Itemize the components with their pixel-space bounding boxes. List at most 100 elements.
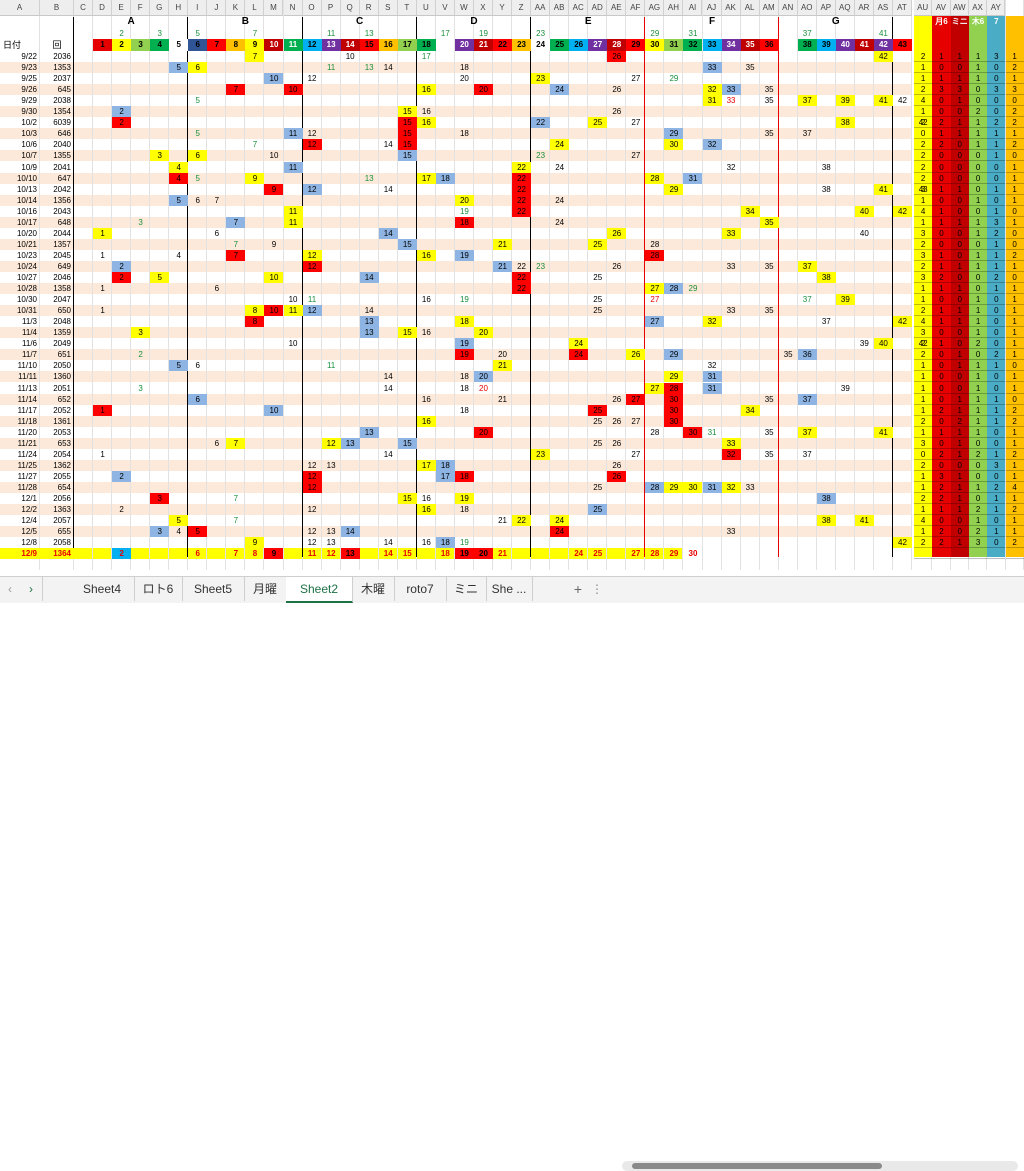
summary-cell[interactable]: 2 <box>1005 250 1024 261</box>
number-cell[interactable]: 11 <box>307 549 317 559</box>
number-cell[interactable]: 2 <box>138 350 143 360</box>
summary-cell[interactable]: 1 <box>950 316 969 328</box>
number-cell[interactable]: 33 <box>726 306 736 316</box>
date-cell[interactable]: 10/28 <box>16 284 37 294</box>
number-cell[interactable]: 27 <box>645 382 665 394</box>
number-cell[interactable]: 27 <box>631 74 641 84</box>
summary-cell[interactable]: 1 <box>932 427 951 438</box>
summary-cell[interactable]: 0 <box>914 449 933 460</box>
sheet-tab[interactable]: ミニ <box>446 577 487 601</box>
round-cell[interactable]: 1360 <box>53 372 71 382</box>
summary-cell[interactable]: 0 <box>932 360 951 372</box>
summary-cell[interactable]: 0 <box>932 62 951 74</box>
number-cell[interactable]: 6 <box>188 62 208 74</box>
number-cell[interactable]: 14 <box>383 538 393 548</box>
number-cell[interactable]: 7 <box>226 216 246 228</box>
number-cell[interactable]: 7 <box>226 249 246 261</box>
summary-cell[interactable]: 1 <box>1005 217 1024 228</box>
summary-cell[interactable]: 1 <box>950 471 969 482</box>
summary-cell[interactable]: 0 <box>987 338 1006 350</box>
number-cell[interactable]: 12 <box>307 527 317 537</box>
number-cell[interactable]: 8 <box>252 549 258 559</box>
number-cell[interactable]: 2 <box>112 106 132 118</box>
date-cell[interactable]: 11/14 <box>17 394 37 404</box>
number-cell[interactable]: 26 <box>607 51 627 63</box>
number-cell[interactable]: 18 <box>459 505 469 515</box>
column-header-av[interactable]: AV <box>932 0 951 16</box>
sheet-tab[interactable]: Sheet4 <box>70 577 135 601</box>
number-cell[interactable]: 3 <box>138 383 143 393</box>
date-cell[interactable]: 10/16 <box>16 206 37 216</box>
number-cell[interactable]: 16 <box>416 415 436 427</box>
number-cell[interactable]: 7 <box>233 549 239 559</box>
number-cell[interactable]: 30 <box>683 481 703 493</box>
date-cell[interactable]: 10/2 <box>21 118 37 128</box>
round-cell[interactable]: 1364 <box>40 548 74 560</box>
number-cell[interactable]: 28 <box>650 549 660 559</box>
number-cell[interactable]: 35 <box>759 216 779 228</box>
number-cell[interactable]: 33 <box>745 482 755 492</box>
number-cell[interactable]: 37 <box>802 449 812 459</box>
number-cell[interactable]: 23 <box>531 73 551 85</box>
number-cell[interactable]: 18 <box>454 216 474 228</box>
number-cell[interactable]: 8 <box>245 316 265 328</box>
summary-cell[interactable]: 1 <box>1005 294 1024 306</box>
summary-cell[interactable]: 1 <box>987 261 1006 272</box>
date-cell[interactable]: 10/10 <box>16 173 37 183</box>
number-cell[interactable]: 12 <box>307 460 317 470</box>
summary-cell[interactable]: 2 <box>932 405 951 416</box>
summary-cell[interactable]: 0 <box>932 416 951 427</box>
column-header-g[interactable]: G <box>150 0 170 16</box>
round-cell[interactable]: 2056 <box>53 494 71 503</box>
number-cell[interactable]: 6 <box>188 393 208 405</box>
summary-cell[interactable]: 0 <box>950 162 969 173</box>
number-cell[interactable]: 14 <box>383 184 393 194</box>
summary-cell[interactable]: 1 <box>950 184 969 195</box>
sheet-tab[interactable]: Sheet2 <box>286 577 353 603</box>
number-cell[interactable]: 17 <box>435 470 455 482</box>
number-cell[interactable]: 22 <box>512 161 532 173</box>
summary-cell[interactable]: 2 <box>932 493 951 505</box>
round-cell[interactable]: 6039 <box>53 118 71 128</box>
summary-cell[interactable]: 0 <box>968 173 988 184</box>
summary-cell[interactable]: 1 <box>968 360 988 372</box>
number-cell[interactable]: 15 <box>397 128 417 140</box>
number-cell[interactable]: 25 <box>593 416 603 426</box>
round-cell[interactable]: 648 <box>57 217 71 227</box>
summary-cell[interactable]: 2 <box>1005 139 1024 151</box>
number-cell[interactable]: 37 <box>797 393 817 405</box>
round-cell[interactable]: 647 <box>57 173 71 183</box>
sheet-tab[interactable]: She ... <box>486 577 533 601</box>
date-cell[interactable]: 11/3 <box>22 317 37 327</box>
number-cell[interactable]: 31 <box>702 382 722 394</box>
number-cell[interactable]: 20 <box>473 548 493 560</box>
number-cell[interactable]: 3 <box>150 526 170 538</box>
number-cell[interactable]: 1 <box>100 284 105 294</box>
summary-cell[interactable]: 1 <box>968 405 988 416</box>
sheet-tab[interactable]: roto7 <box>394 577 447 601</box>
summary-cell[interactable]: 2 <box>932 526 951 538</box>
summary-cell[interactable]: 0 <box>987 62 1006 74</box>
summary-cell[interactable]: 1 <box>914 482 933 493</box>
summary-cell[interactable]: 1 <box>950 405 969 416</box>
summary-cell[interactable]: 1 <box>950 394 969 405</box>
number-cell[interactable]: 13 <box>326 460 336 470</box>
summary-cell[interactable]: 0 <box>1005 239 1024 250</box>
summary-cell[interactable]: 1 <box>1005 349 1024 361</box>
date-cell[interactable]: 10/17 <box>16 217 37 227</box>
number-cell[interactable]: 14 <box>364 306 374 316</box>
summary-cell[interactable]: 0 <box>968 460 988 471</box>
column-header-k[interactable]: K <box>226 0 246 16</box>
date-cell[interactable]: 11/18 <box>17 416 37 426</box>
number-cell[interactable]: 25 <box>588 238 608 250</box>
summary-cell[interactable]: 1 <box>914 471 933 482</box>
round-cell[interactable]: 1355 <box>53 151 71 161</box>
number-cell[interactable]: 7 <box>233 239 239 249</box>
column-header-an[interactable]: AN <box>778 0 798 16</box>
number-cell[interactable]: 21 <box>493 360 513 372</box>
number-cell[interactable]: 7 <box>233 494 239 503</box>
number-cell[interactable]: 1 <box>93 404 113 416</box>
number-cell[interactable]: 34 <box>740 404 760 416</box>
summary-cell[interactable]: 1 <box>1005 128 1024 140</box>
number-cell[interactable]: 21 <box>493 238 513 250</box>
